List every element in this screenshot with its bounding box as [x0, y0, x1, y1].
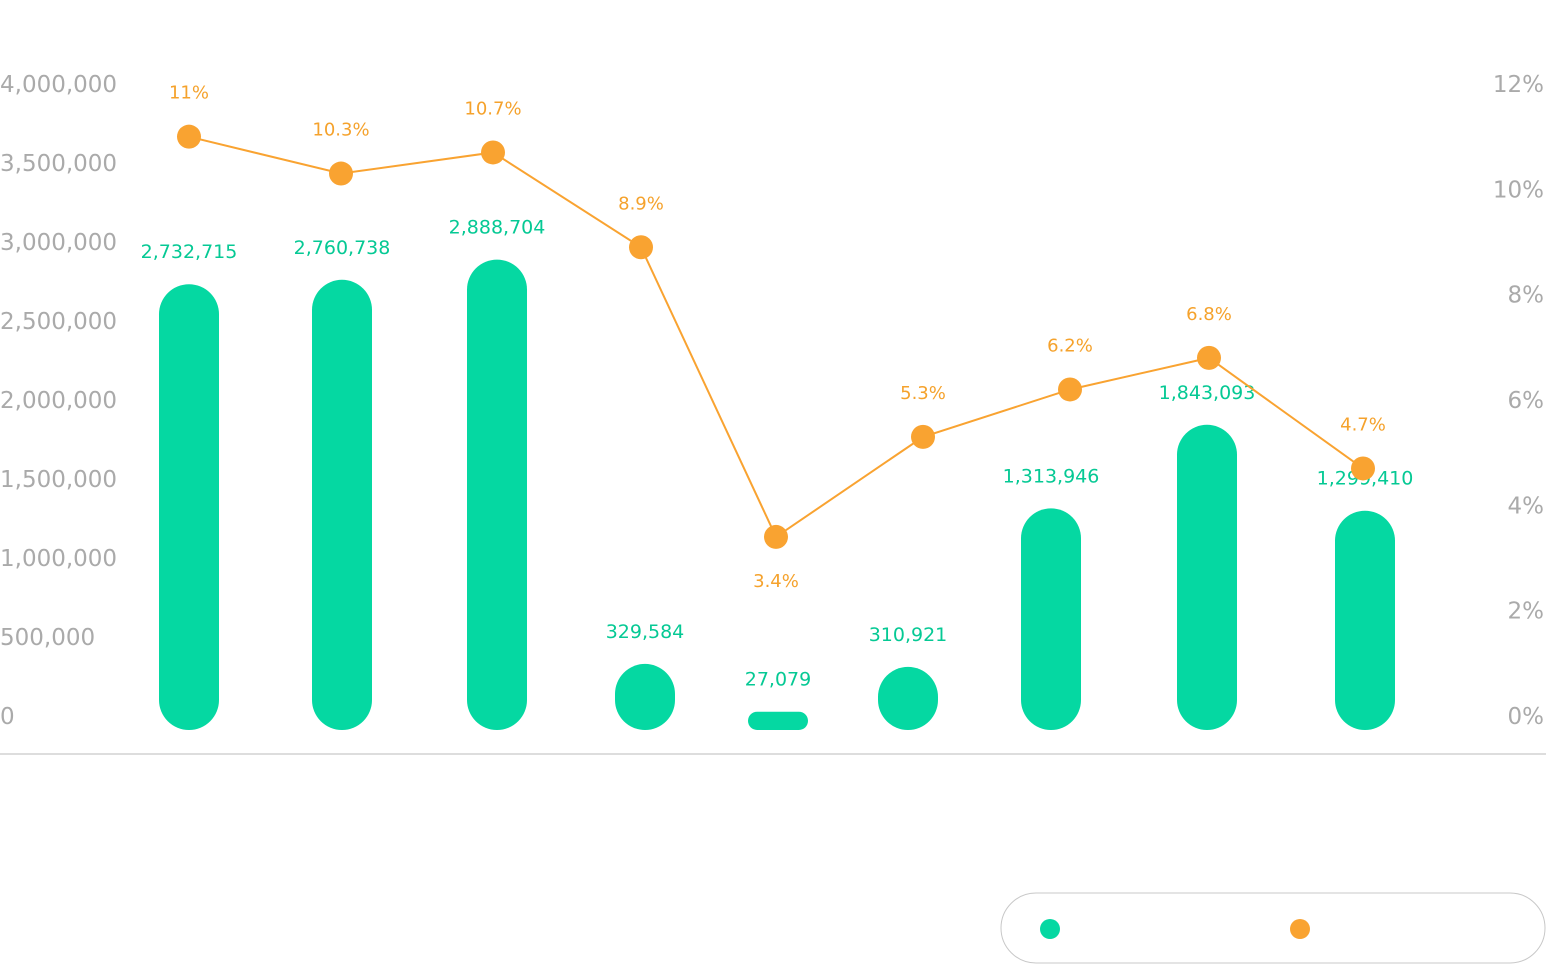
- bar-value-label: 329,584: [606, 621, 685, 643]
- bar-value-label: 2,888,704: [449, 217, 546, 239]
- right-axis-tick-label: 6%: [1508, 388, 1545, 414]
- line-value-label: 8.9%: [618, 193, 664, 214]
- line-point: [329, 161, 353, 186]
- bar: [748, 711, 808, 730]
- bar: [159, 284, 219, 730]
- left-axis-tick-label: 4,000,000: [0, 72, 117, 98]
- bar: [1335, 510, 1395, 730]
- line-point: [1351, 456, 1375, 481]
- line-value-label: 10.7%: [464, 98, 521, 119]
- left-axis-tick-label: 2,000,000: [0, 388, 117, 414]
- bar-value-label: 27,079: [745, 669, 811, 691]
- line-value-label: 3.4%: [753, 571, 799, 592]
- bar-value-label: 2,732,715: [141, 241, 238, 263]
- bar-value-label: 2,760,738: [294, 237, 391, 259]
- line-point: [177, 124, 201, 149]
- left-axis-tick-label: 3,500,000: [0, 151, 117, 177]
- left-axis: 0 500,000 1,000,000 1,500,000 2,000,000 2,500…: [0, 72, 117, 730]
- line-value-label: 4.7%: [1340, 414, 1386, 435]
- right-axis-tick-label: 10%: [1493, 177, 1544, 203]
- line-data-labels: 11% 10.3% 10.7% 8.9% 3.4% 5.3% 6.2% 6.8% 4.7%: [169, 83, 1386, 592]
- line-value-label: 5.3%: [900, 383, 946, 404]
- right-axis-tick-label: 2%: [1508, 599, 1545, 625]
- right-axis-tick-label: 12%: [1493, 72, 1544, 98]
- right-axis-tick-label: 4%: [1508, 493, 1545, 519]
- bar: [1021, 508, 1081, 730]
- bar-series: [159, 259, 1395, 730]
- left-axis-tick-label: 500,000: [0, 625, 95, 651]
- right-axis-tick-label: 8%: [1508, 283, 1545, 309]
- line-point: [911, 424, 935, 449]
- bar-value-label: 310,921: [869, 624, 948, 646]
- right-axis-tick-label: 0%: [1508, 704, 1545, 730]
- left-axis-tick-label: 1,500,000: [0, 467, 117, 493]
- left-axis-tick-label: 0: [0, 704, 15, 730]
- line-value-label: 11%: [169, 83, 209, 104]
- left-axis-tick-label: 3,000,000: [0, 230, 117, 256]
- bar: [615, 663, 675, 730]
- left-axis-tick-label: 2,500,000: [0, 309, 117, 335]
- bar: [878, 666, 938, 730]
- bar: [467, 259, 527, 730]
- line-value-label: 10.3%: [312, 120, 369, 141]
- line-point: [629, 235, 653, 260]
- bar: [1177, 424, 1237, 730]
- bar-value-label: 1,843,093: [1159, 382, 1256, 404]
- legend-box: [1000, 892, 1546, 964]
- line-value-label: 6.2%: [1047, 335, 1093, 356]
- left-axis-tick-label: 1,000,000: [0, 546, 117, 572]
- line-point: [764, 524, 788, 549]
- line-point: [1197, 345, 1221, 370]
- line-series: [177, 124, 1375, 549]
- line-point: [481, 140, 505, 165]
- right-axis: 0% 2% 4% 6% 8% 10% 12%: [1493, 72, 1544, 730]
- line-value-label: 6.8%: [1186, 304, 1232, 325]
- bar-data-labels: 2,732,715 2,760,738 2,888,704 329,584 27,079…: [141, 217, 1414, 691]
- legend-marker-line: [1290, 919, 1310, 939]
- line-point: [1058, 377, 1082, 402]
- legend: [1000, 892, 1546, 964]
- bar: [312, 279, 372, 730]
- legend-marker-bar: [1040, 919, 1060, 939]
- bar-value-label: 1,313,946: [1003, 465, 1100, 487]
